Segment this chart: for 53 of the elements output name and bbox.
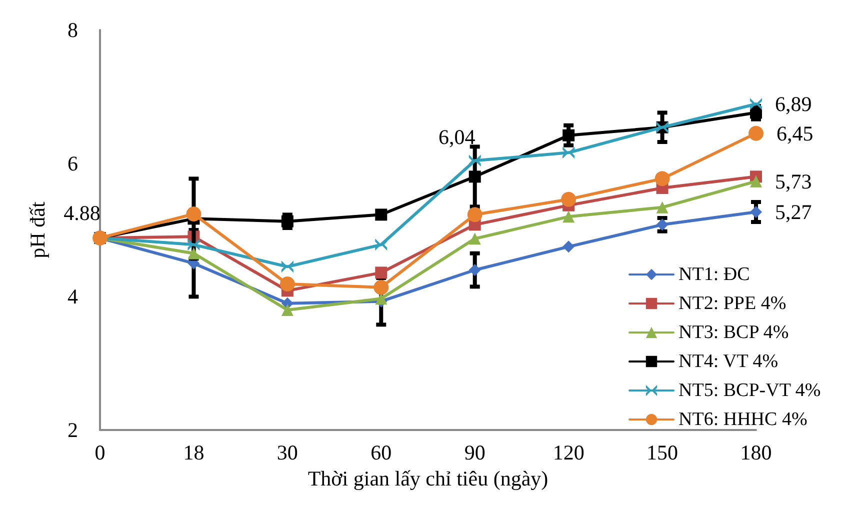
legend-label: NT4: VT 4% — [678, 351, 778, 372]
y-axis-title: pH đất — [26, 202, 50, 258]
point — [562, 210, 575, 223]
point — [656, 218, 668, 231]
x-tick-label: 120 — [552, 440, 584, 464]
point — [468, 170, 481, 183]
point — [281, 260, 294, 273]
point — [281, 304, 294, 316]
x-tick-label: 180 — [740, 440, 772, 464]
point — [186, 206, 202, 222]
data-label: 6,45 — [776, 121, 814, 146]
x-tick-label: 30 — [276, 440, 298, 464]
point — [750, 106, 762, 119]
data-label: 5,27 — [775, 200, 812, 224]
legend-label: NT1: ĐC — [678, 264, 750, 285]
point — [562, 146, 575, 159]
data-label: 5,73 — [775, 169, 812, 194]
point — [561, 192, 576, 207]
y-tick-label: 4 — [68, 284, 78, 309]
point — [750, 206, 762, 218]
x-tick-label: 0 — [94, 440, 106, 464]
point — [750, 175, 762, 188]
data-label: 6,89 — [775, 92, 812, 116]
legend-label: NT2: PPE 4% — [678, 293, 786, 314]
y-tick-label: 6 — [68, 151, 78, 176]
point — [375, 208, 388, 221]
point — [281, 215, 294, 228]
point — [656, 201, 668, 214]
point — [374, 280, 389, 295]
x-tick-label: 18 — [183, 440, 204, 464]
point — [562, 129, 575, 142]
point — [188, 238, 200, 251]
y-tick-label: 2 — [68, 418, 78, 442]
y-tick-label: 8 — [68, 18, 78, 42]
x-axis-title: Thời gian lấy chỉ tiêu (ngày) — [308, 466, 548, 490]
point — [468, 232, 481, 245]
data-label: 6,04 — [438, 125, 476, 150]
legend-label: NT5: BCP-VT 4% — [678, 380, 821, 401]
x-tick-label: 90 — [464, 440, 486, 464]
point — [467, 207, 482, 222]
x-tick-label: 60 — [370, 440, 392, 464]
point — [748, 126, 764, 141]
x-tick-label: 150 — [646, 440, 678, 464]
point — [562, 240, 575, 253]
legend-label: NT6: HHHC 4% — [678, 409, 808, 430]
point — [375, 238, 388, 251]
point — [468, 154, 481, 167]
point — [468, 264, 481, 276]
point — [654, 171, 670, 186]
point — [750, 98, 762, 110]
data-label: 4.88 — [64, 201, 100, 225]
legend-label: NT3: BCP 4% — [678, 322, 789, 343]
point — [280, 276, 295, 292]
